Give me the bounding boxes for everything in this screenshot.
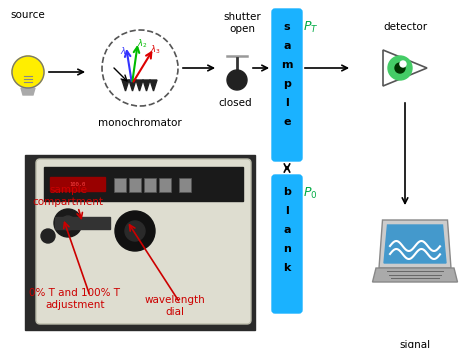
FancyBboxPatch shape <box>159 178 171 192</box>
Circle shape <box>388 56 412 80</box>
Polygon shape <box>122 80 157 91</box>
FancyBboxPatch shape <box>272 175 302 313</box>
Polygon shape <box>379 220 451 268</box>
Text: source: source <box>10 10 46 20</box>
Polygon shape <box>383 50 427 86</box>
Text: a: a <box>283 225 291 235</box>
Bar <box>50 177 105 191</box>
FancyBboxPatch shape <box>272 9 302 161</box>
Text: 0% T and 100% T
adjustment: 0% T and 100% T adjustment <box>29 288 120 310</box>
Circle shape <box>395 63 405 73</box>
Text: signal
processor: signal processor <box>390 340 440 348</box>
Circle shape <box>227 70 247 90</box>
Text: n: n <box>283 244 291 254</box>
Bar <box>44 167 243 201</box>
Text: $P_0$: $P_0$ <box>303 186 318 201</box>
Circle shape <box>400 61 406 67</box>
Text: k: k <box>283 263 291 273</box>
Text: l: l <box>285 98 289 108</box>
Text: b: b <box>283 187 291 197</box>
Circle shape <box>102 30 178 106</box>
FancyBboxPatch shape <box>144 178 156 192</box>
FancyBboxPatch shape <box>36 159 251 324</box>
Circle shape <box>54 209 82 237</box>
FancyBboxPatch shape <box>179 178 191 192</box>
Text: sample
compartment: sample compartment <box>33 185 103 207</box>
Text: 100.0: 100.0 <box>69 182 86 187</box>
Circle shape <box>115 211 155 251</box>
Text: s: s <box>283 22 290 32</box>
Circle shape <box>12 56 44 88</box>
Bar <box>25 155 255 330</box>
Text: monochromator: monochromator <box>98 118 182 128</box>
Text: m: m <box>281 60 293 70</box>
Polygon shape <box>21 88 35 95</box>
FancyBboxPatch shape <box>114 178 126 192</box>
Text: wavelength
dial: wavelength dial <box>145 295 205 317</box>
Bar <box>55 217 110 229</box>
FancyBboxPatch shape <box>129 178 141 192</box>
Text: e: e <box>283 117 291 127</box>
Circle shape <box>125 221 145 241</box>
Text: $\lambda_1$: $\lambda_1$ <box>120 45 130 57</box>
Circle shape <box>61 216 75 230</box>
Text: closed: closed <box>218 98 252 108</box>
Circle shape <box>41 229 55 243</box>
Text: a: a <box>283 41 291 51</box>
Text: $P_T$: $P_T$ <box>303 20 319 35</box>
Polygon shape <box>373 268 457 282</box>
Text: detector: detector <box>383 22 427 32</box>
Text: l: l <box>285 206 289 216</box>
Text: $\lambda_2$: $\lambda_2$ <box>137 37 147 49</box>
Polygon shape <box>384 225 446 263</box>
Text: p: p <box>283 79 291 89</box>
Text: $\lambda_3$: $\lambda_3$ <box>150 43 161 55</box>
Text: shutter
open: shutter open <box>223 12 261 34</box>
